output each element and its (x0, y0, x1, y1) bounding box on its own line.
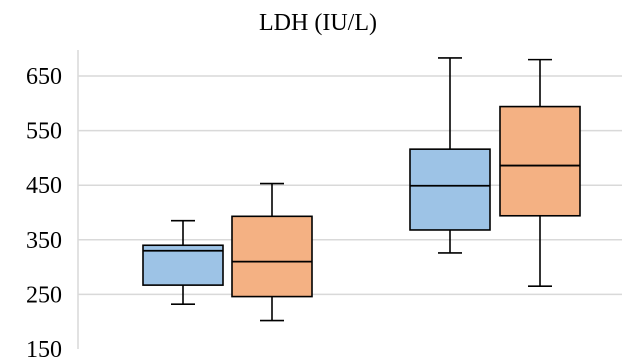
iqr-box (409, 148, 491, 231)
chart-title: LDH (IU/L) (259, 10, 377, 36)
y-tick-label: 450 (26, 173, 62, 199)
y-tick-label: 250 (26, 282, 62, 308)
box-plot-item (142, 219, 224, 306)
box-series (142, 57, 581, 322)
y-axis-ticks: 150 250 350 450 550 650 (26, 64, 62, 359)
iqr-box (231, 215, 313, 298)
iqr-box (142, 244, 224, 286)
y-tick-label: 650 (26, 64, 62, 90)
box-plot-item (499, 58, 581, 288)
y-tick-label: 550 (26, 119, 62, 145)
box-plot-item (409, 57, 491, 254)
iqr-box (499, 105, 581, 217)
y-tick-label: 150 (26, 337, 62, 359)
box-plot-item (231, 182, 313, 322)
y-tick-label: 350 (26, 228, 62, 254)
